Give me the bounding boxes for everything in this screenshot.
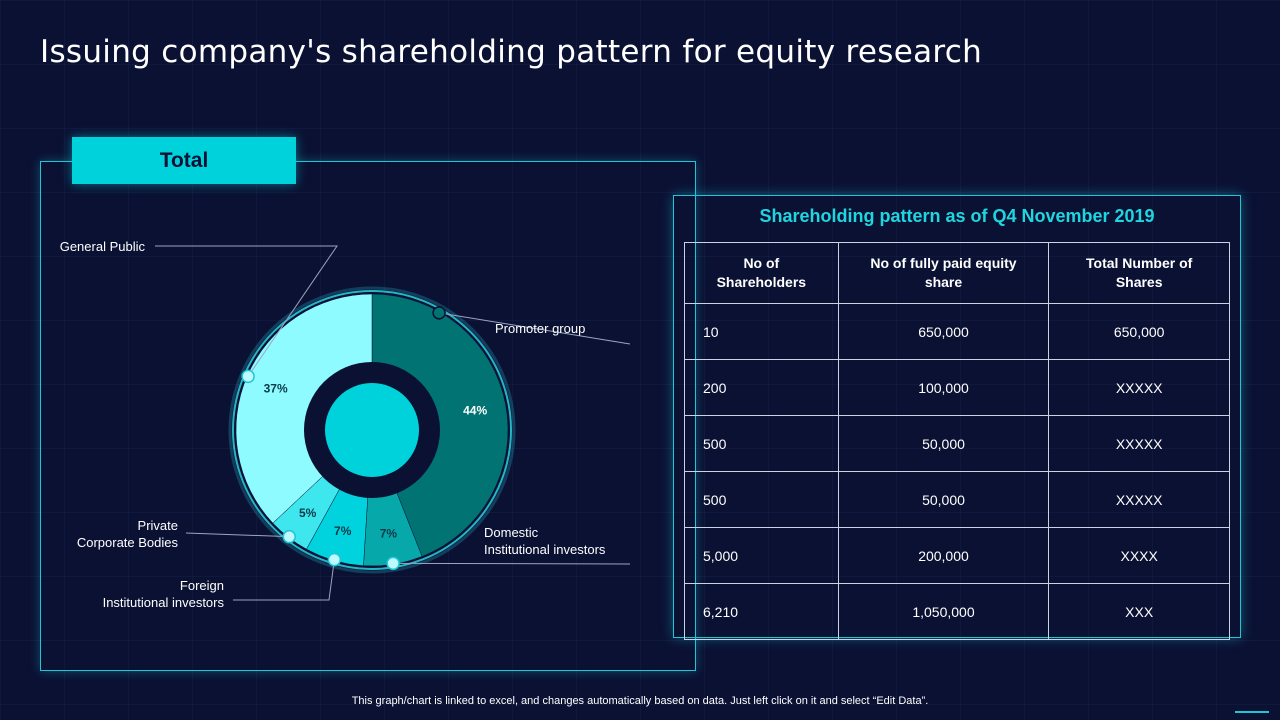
page-title: Issuing company's shareholding pattern f… [40, 34, 983, 70]
callout-marker [327, 552, 342, 567]
cell-total-shares: XXXX [1048, 527, 1230, 584]
callout-label-foreign-institutional-investors: Foreign Institutional investors [103, 578, 225, 610]
cell-total-shares: XXXXX [1048, 415, 1230, 472]
slice-value-label: 7% [334, 524, 352, 538]
table-row: 200 100,000 XXXXX [684, 359, 1230, 416]
callout-label-private-corporate-bodies: Private Corporate Bodies [77, 518, 179, 550]
cell-total-shares: XXXXX [1048, 359, 1230, 416]
header-no-of-shareholders: No of Shareholders [684, 242, 839, 304]
cell-equity-share: 1,050,000 [837, 583, 1050, 640]
callout-marker [241, 369, 255, 384]
cell-shareholders: 500 [684, 471, 839, 528]
table-row: 500 50,000 XXXXX [684, 415, 1230, 472]
donut-outer-glow [228, 286, 516, 574]
callout-marker [282, 529, 297, 544]
callout-line [393, 562, 631, 565]
callout-marker [432, 306, 446, 320]
callout-line [155, 245, 338, 377]
cell-equity-share: 50,000 [837, 471, 1050, 528]
slice-value-label: 44% [463, 403, 487, 417]
pie-slice-promoter-group[interactable] [371, 293, 509, 557]
callout-line [185, 532, 290, 538]
table-row: 10 650,000 650,000 [684, 303, 1230, 360]
callout-marker [386, 556, 400, 571]
table-row: 500 50,000 XXXXX [684, 471, 1230, 528]
corner-accent [1235, 711, 1269, 713]
donut-outer-ring [232, 290, 512, 570]
slice-value-label: 7% [380, 527, 398, 541]
table-panel: Shareholding pattern as of Q4 November 2… [673, 195, 1241, 640]
cell-equity-share: 650,000 [837, 303, 1050, 360]
donut-center-disc [325, 383, 419, 477]
cell-equity-share: 100,000 [837, 359, 1050, 416]
cell-shareholders: 500 [684, 415, 839, 472]
slice-value-label: 5% [299, 506, 317, 520]
shareholding-table: No of Shareholders No of fully paid equi… [684, 242, 1230, 640]
cell-shareholders: 10 [684, 303, 839, 360]
table-header-row: No of Shareholders No of fully paid equi… [684, 242, 1230, 304]
cell-total-shares: XXXXX [1048, 471, 1230, 528]
header-fully-paid-equity-share: No of fully paid equity share [837, 242, 1050, 304]
footer-note: This graph/chart is linked to excel, and… [351, 695, 929, 707]
cell-shareholders: 6,210 [684, 583, 839, 640]
total-tab: Total [72, 137, 296, 184]
callout-line [233, 559, 335, 601]
callout-line [438, 312, 631, 345]
table-title: Shareholding pattern as of Q4 November 2… [759, 206, 1155, 226]
cell-shareholders: 5,000 [684, 527, 839, 584]
table-row: 6,210 1,050,000 XXX [684, 583, 1230, 640]
slice-value-label: 37% [264, 381, 288, 395]
callout-label-general-public: General Public [60, 239, 146, 254]
cell-total-shares: XXX [1048, 583, 1230, 640]
callout-label-promoter-group: Promoter group [495, 321, 585, 336]
cell-total-shares: 650,000 [1048, 303, 1230, 360]
cell-equity-share: 50,000 [837, 415, 1050, 472]
callout-label-domestic-institutional-investors: Domestic Institutional investors [484, 525, 606, 557]
cell-equity-share: 200,000 [837, 527, 1050, 584]
table-row: 5,000 200,000 XXXX [684, 527, 1230, 584]
cell-shareholders: 200 [684, 359, 839, 416]
header-total-number-of-shares: Total Number of Shares [1048, 242, 1230, 304]
